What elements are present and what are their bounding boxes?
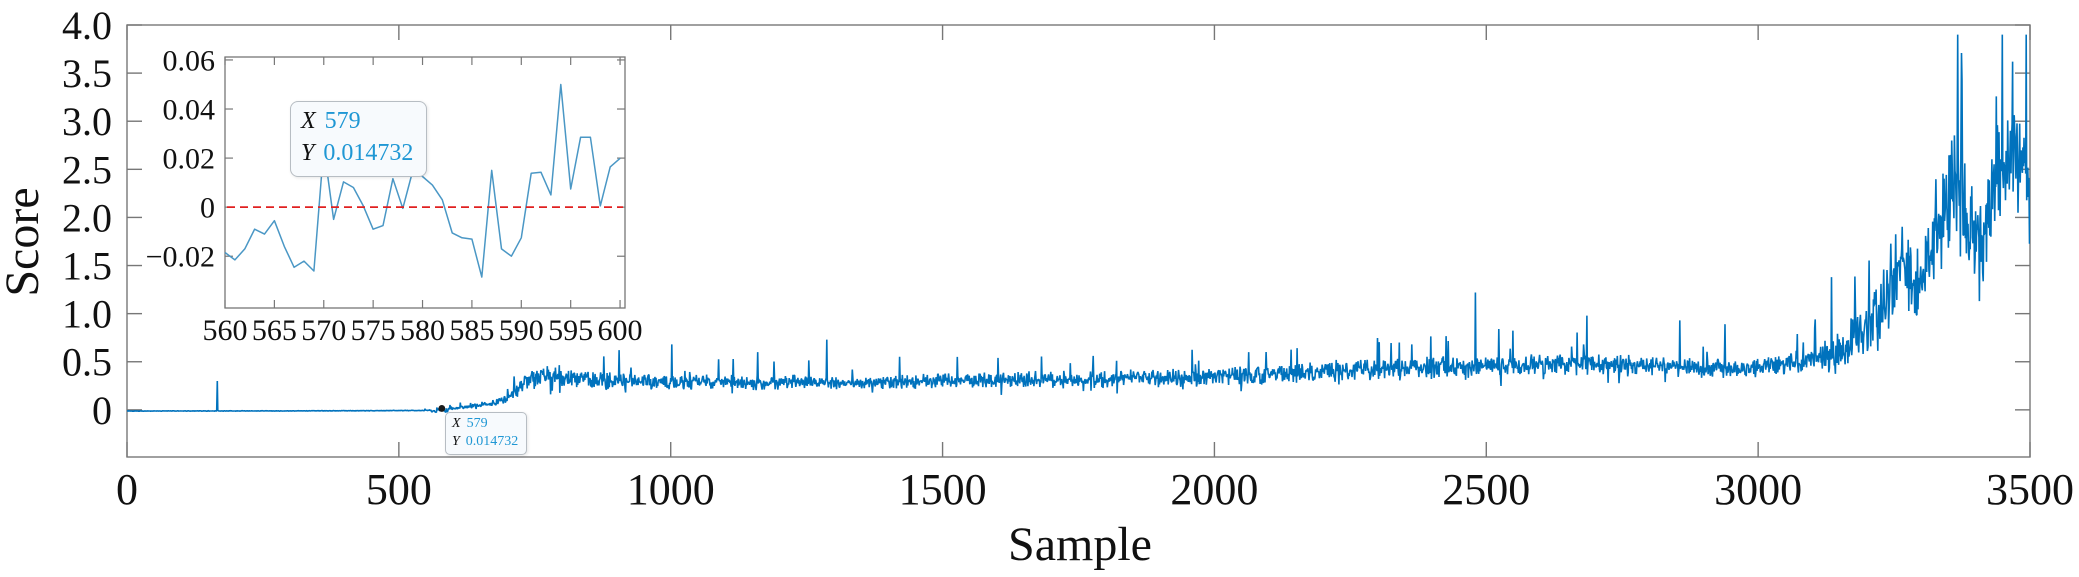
datatip-x-row: X 579: [452, 415, 518, 433]
inset-x-tick-label: 560: [203, 314, 248, 347]
main-x-tick-label: 500: [366, 465, 432, 514]
main-x-tick-label: 3500: [1986, 465, 2074, 514]
inset-x-tick-label: 585: [449, 314, 494, 347]
main-x-tick-label: 3000: [1714, 465, 1802, 514]
inset-plot-frame: [224, 56, 626, 309]
inset-y-tick-label: 0.04: [163, 94, 216, 127]
x-axis-label: Sample: [1008, 518, 1152, 571]
inset-x-tick-label: 595: [548, 314, 593, 347]
datatip-y-label: Y: [301, 139, 315, 166]
datatip-y-label: Y: [452, 434, 460, 450]
datatip-x-row: X 579: [301, 106, 413, 138]
datatip-y-row: Y 0.014732: [452, 433, 518, 451]
datatip-x-value: 579: [324, 108, 361, 134]
inset-x-tick-label: 570: [301, 314, 346, 347]
inset-y-tick-label: 0.06: [163, 44, 216, 77]
inset-y-tick-label: 0: [200, 192, 215, 225]
datatip-x-label: X: [301, 108, 316, 134]
main-y-tick-label: 3.0: [62, 99, 112, 144]
main-x-tick-label: 1500: [899, 465, 987, 514]
main-y-tick-label: 4.0: [62, 3, 112, 48]
datatip-inset[interactable]: X 579 Y 0.014732: [290, 101, 428, 178]
main-y-tick-label: 1.5: [62, 244, 112, 289]
main-series-line: [127, 34, 2030, 414]
inset-x-tick-label: 575: [351, 314, 396, 347]
y-axis-label: Score: [0, 187, 49, 297]
datatip-x-value: 579: [466, 416, 488, 431]
datatip-x-label: X: [452, 416, 461, 431]
datatip-marker-main[interactable]: [438, 405, 446, 412]
inset-series-line: [224, 83, 621, 278]
inset-x-tick-label: 590: [499, 314, 544, 347]
main-x-tick-label: 2000: [1170, 465, 1258, 514]
datatip-y-value: 0.014732: [323, 139, 414, 166]
inset-x-tick-label: 565: [252, 314, 297, 347]
main-y-tick-label: 0.5: [62, 340, 112, 385]
inset-x-tick-label: 580: [400, 314, 445, 347]
datatip-y-value: 0.014732: [465, 434, 519, 450]
main-plot: 0 500 1000 1500 2000 2500 3000 350000.51.01.52.…: [62, 3, 2074, 514]
datatip-y-row: Y 0.014732: [301, 138, 413, 170]
inset-plot: 560 565 570 575 580 585 590 595 600 −0.02 0 0.02 0.0…: [146, 44, 643, 347]
inset-y-tick-label: −0.02: [146, 241, 215, 274]
main-y-tick-label: 2.0: [62, 195, 112, 240]
inset-y-tick-label: 0.02: [163, 143, 216, 176]
datatip-main[interactable]: X 579 Y 0.014732: [445, 412, 528, 456]
main-y-tick-label: 2.5: [62, 147, 112, 192]
main-y-tick-label: 1.0: [62, 292, 112, 337]
main-x-tick-label: 2500: [1442, 465, 1530, 514]
main-x-tick-label: 0: [116, 465, 138, 514]
main-x-tick-label: 1000: [627, 465, 715, 514]
inset-background: [225, 57, 625, 308]
inset-x-tick-label: 600: [598, 314, 643, 347]
main-y-tick-label: 0: [92, 388, 112, 433]
main-y-tick-label: 3.5: [62, 51, 112, 96]
